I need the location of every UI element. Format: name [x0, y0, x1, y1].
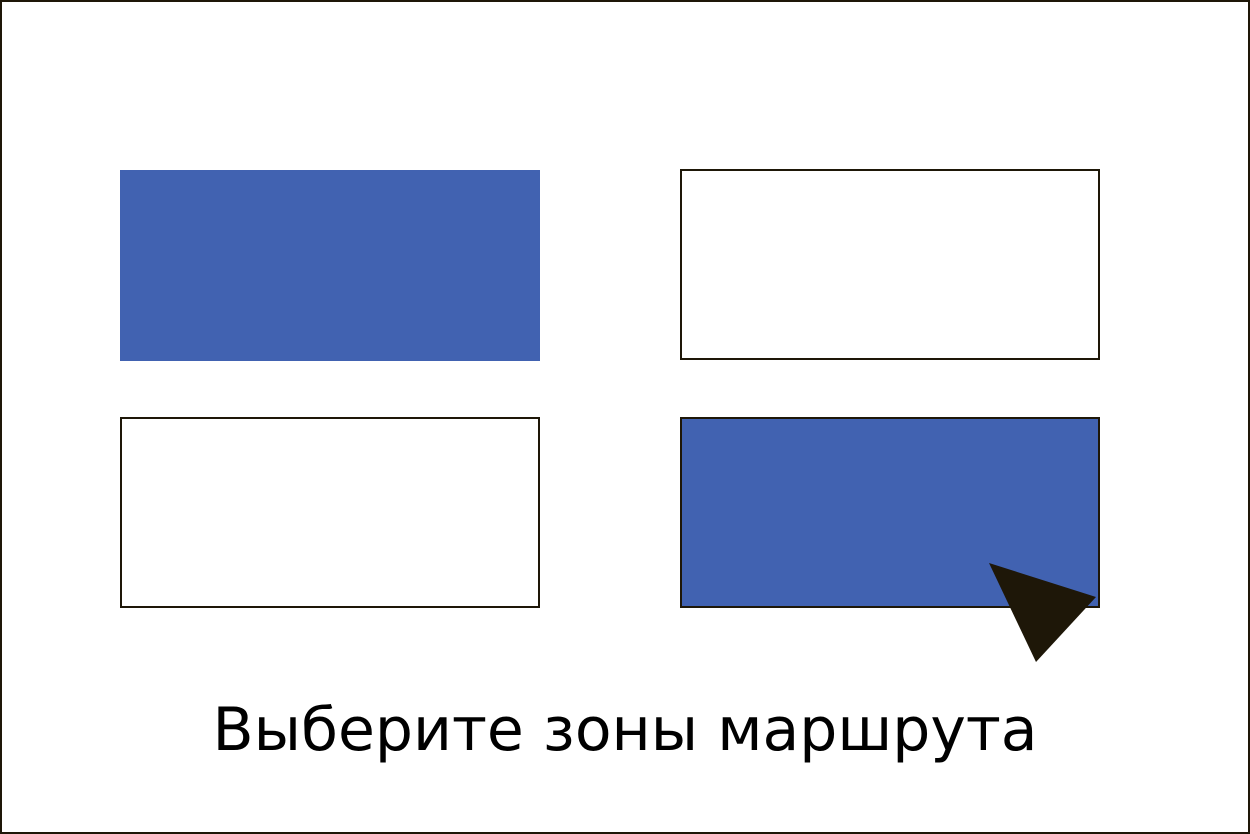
route-zone-2[interactable] [680, 169, 1100, 360]
route-zone-1[interactable] [120, 170, 540, 361]
route-zone-3[interactable] [120, 417, 540, 608]
route-zone-4[interactable] [680, 417, 1100, 608]
instruction-text: Выберите зоны маршрута [212, 695, 1038, 765]
